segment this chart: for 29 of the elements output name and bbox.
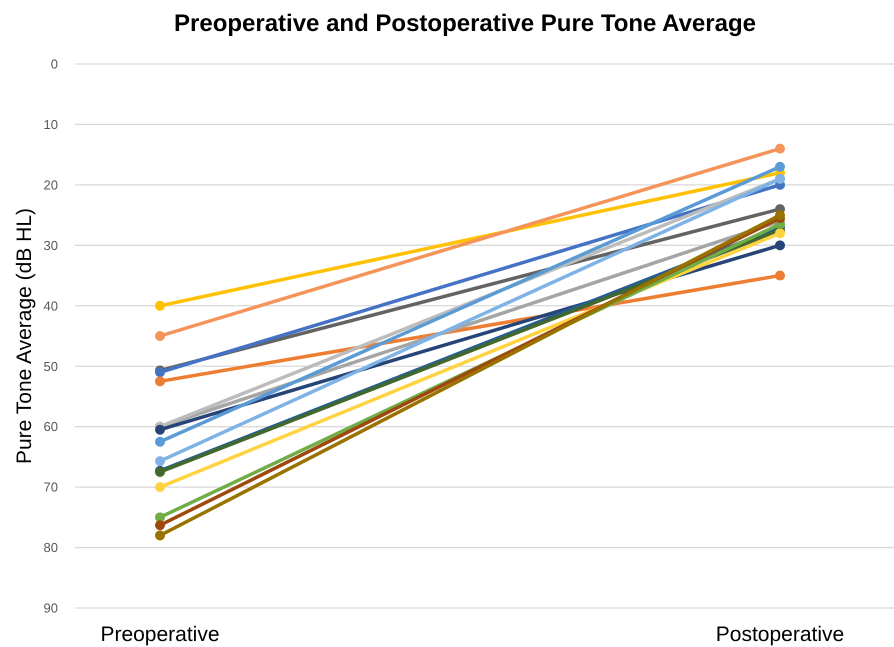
point	[155, 456, 165, 466]
y-axis-title: Pure Tone Average (dB HL)	[13, 208, 36, 464]
x-tick-label: Postoperative	[716, 623, 844, 646]
y-tick-label: 60	[44, 419, 58, 434]
y-tick-label: 10	[44, 116, 58, 132]
y-tick-label: 0	[50, 56, 58, 72]
point	[155, 530, 165, 540]
y-tick-label: 30	[44, 238, 58, 253]
y-tick-label: 50	[44, 358, 58, 374]
point	[775, 144, 785, 154]
point	[155, 424, 165, 435]
point	[775, 240, 785, 250]
point	[775, 162, 785, 172]
point	[775, 210, 785, 220]
y-tick-label: 40	[44, 298, 58, 314]
x-tick-label: Preoperative	[100, 623, 220, 646]
point	[155, 482, 165, 492]
y-tick-label: 90	[44, 600, 58, 616]
point	[155, 331, 165, 341]
y-tick-label: 20	[44, 177, 58, 192]
y-tick-label: 70	[44, 480, 58, 495]
y-tick-label: 80	[44, 540, 58, 556]
point	[155, 436, 165, 447]
chart-title: Preoperative and Postoperative Pure Tone Average	[174, 10, 756, 37]
point	[155, 376, 165, 386]
point	[775, 228, 785, 238]
point	[155, 300, 165, 311]
point	[155, 520, 165, 530]
point	[775, 270, 785, 281]
